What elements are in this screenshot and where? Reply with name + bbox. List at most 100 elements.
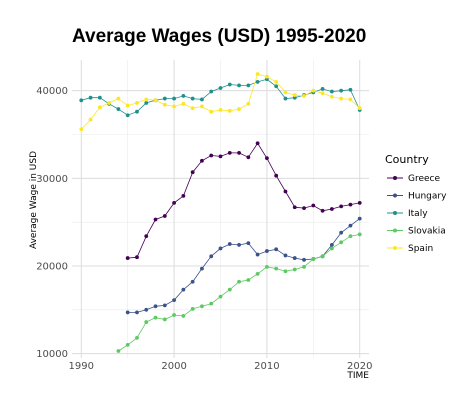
point-slovakia (339, 240, 344, 245)
point-greece (302, 206, 306, 211)
point-italy (246, 83, 251, 88)
point-italy (274, 84, 279, 89)
point-spain (283, 90, 288, 95)
point-hungary (348, 223, 353, 228)
point-italy (144, 101, 149, 105)
point-greece (237, 151, 241, 155)
point-hungary (172, 298, 176, 303)
legend-label-greece: Greece (408, 174, 440, 184)
point-slovakia (302, 264, 306, 269)
x-tick-label: 1990 (69, 361, 94, 372)
point-greece (135, 255, 139, 260)
point-slovakia (125, 342, 130, 347)
point-greece (311, 203, 316, 208)
point-greece (190, 170, 195, 175)
point-greece (283, 189, 288, 194)
point-spain (237, 107, 241, 111)
point-hungary (153, 304, 158, 309)
point-italy (237, 83, 241, 88)
point-spain (200, 104, 204, 109)
series-points (79, 72, 362, 353)
legend-label-italy: Italy (408, 209, 428, 219)
point-spain (144, 97, 149, 102)
point-greece (200, 158, 204, 163)
point-italy (218, 86, 223, 90)
point-italy (190, 96, 195, 101)
point-hungary (209, 254, 214, 259)
x-tick-label: 2020 (347, 361, 372, 372)
point-spain (329, 94, 334, 99)
point-spain (246, 101, 251, 106)
point-hungary (292, 256, 297, 260)
point-slovakia (162, 317, 167, 322)
point-italy (162, 96, 167, 101)
point-hungary (135, 310, 139, 315)
point-hungary (237, 243, 241, 247)
point-greece (265, 156, 269, 161)
x-tick-labels: 1990 2000 2010 2020 (69, 361, 373, 372)
point-spain (274, 80, 279, 84)
point-spain (125, 103, 130, 108)
legend-marker-greece (393, 176, 397, 180)
point-spain (292, 93, 297, 97)
point-slovakia (153, 315, 158, 320)
point-italy (181, 94, 186, 98)
point-slovakia (116, 349, 121, 353)
point-spain (357, 106, 362, 111)
legend-marker-spain (393, 246, 397, 250)
point-italy (227, 82, 232, 87)
point-slovakia (265, 264, 269, 269)
legend-marker-italy (393, 211, 397, 215)
point-spain (190, 106, 195, 111)
point-hungary (329, 243, 334, 247)
point-slovakia (237, 279, 241, 284)
legend-label-spain: Spain (408, 244, 433, 254)
y-axis-label: Average Wage in USD (29, 151, 39, 249)
point-greece (329, 207, 334, 211)
point-slovakia (172, 313, 176, 317)
point-greece (172, 200, 176, 205)
point-greece (144, 234, 149, 239)
point-italy (209, 89, 214, 94)
point-spain (218, 108, 223, 112)
point-hungary (283, 253, 288, 258)
y-tick-label: 30000 (36, 174, 68, 185)
point-spain (162, 102, 167, 107)
point-slovakia (329, 246, 334, 251)
point-greece (153, 217, 158, 222)
point-greece (125, 256, 130, 260)
legend: Country Greece Hungary Italy Slovakia Spain (385, 153, 447, 254)
point-spain (255, 72, 260, 76)
point-italy (116, 107, 121, 111)
point-slovakia (227, 287, 232, 292)
point-hungary (162, 303, 167, 308)
point-spain (311, 88, 316, 93)
point-greece (255, 141, 260, 146)
x-tick-label: 2000 (161, 361, 186, 372)
point-italy (283, 96, 288, 101)
point-italy (125, 113, 130, 118)
point-italy (200, 97, 204, 102)
series-line-greece (127, 142, 360, 259)
point-spain (348, 97, 353, 102)
point-italy (135, 109, 139, 114)
point-greece (209, 153, 214, 158)
point-slovakia (181, 314, 186, 318)
point-slovakia (348, 234, 353, 239)
y-tick-label: 20000 (36, 261, 68, 272)
point-greece (218, 154, 223, 159)
point-spain (265, 74, 269, 79)
point-slovakia (320, 254, 325, 259)
point-italy (97, 95, 102, 100)
legend-label-hungary: Hungary (408, 192, 447, 202)
point-greece (246, 155, 251, 160)
point-hungary (144, 307, 149, 312)
point-slovakia (246, 278, 251, 282)
point-spain (135, 101, 139, 105)
point-hungary (339, 230, 344, 235)
point-italy (320, 87, 325, 91)
point-slovakia (209, 301, 214, 306)
point-slovakia (200, 304, 204, 309)
point-slovakia (283, 269, 288, 274)
